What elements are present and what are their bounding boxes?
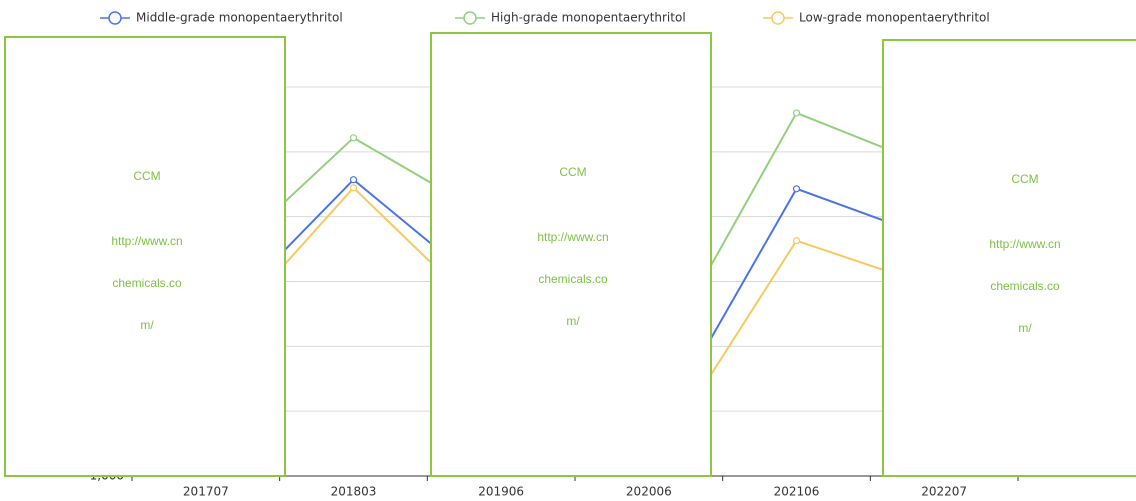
watermark-title: CCM (1011, 172, 1038, 186)
watermark-title: CCM (133, 169, 160, 183)
x-tick-label: 202006 (626, 485, 672, 499)
legend-label: High-grade monopentaerythritol (491, 11, 686, 25)
x-tick-label: 202106 (774, 485, 820, 499)
watermark-line: m/ (1018, 321, 1032, 335)
legend-marker (463, 11, 477, 25)
watermark-line: m/ (140, 318, 154, 332)
watermark-line: http://www.cn (111, 234, 182, 248)
point (792, 109, 801, 117)
point (349, 134, 358, 142)
watermark-line: http://www.cn (537, 230, 608, 244)
legend-label: Middle-grade monopentaerythritol (136, 11, 343, 25)
point (349, 176, 358, 184)
point (792, 237, 801, 245)
watermark-line: http://www.cn (989, 237, 1060, 251)
x-tick-label: 201707 (183, 485, 229, 499)
watermark-box (882, 39, 1136, 477)
legend-label: Low-grade monopentaerythritol (799, 11, 990, 25)
point (792, 185, 801, 193)
watermark-line: chemicals.co (538, 272, 608, 286)
watermark-line: chemicals.co (990, 279, 1060, 293)
watermark-title: CCM (559, 165, 586, 179)
x-tick-label: 201803 (331, 485, 377, 499)
watermark-box (4, 36, 286, 477)
point (349, 184, 358, 192)
x-tick-label: 201906 (478, 485, 524, 499)
legend-marker (108, 11, 122, 25)
watermark-line: chemicals.co (112, 276, 182, 290)
legend-marker (771, 11, 785, 25)
x-tick-label: 202207 (921, 485, 967, 499)
watermark-line: m/ (566, 314, 580, 328)
watermark-box (430, 32, 712, 477)
